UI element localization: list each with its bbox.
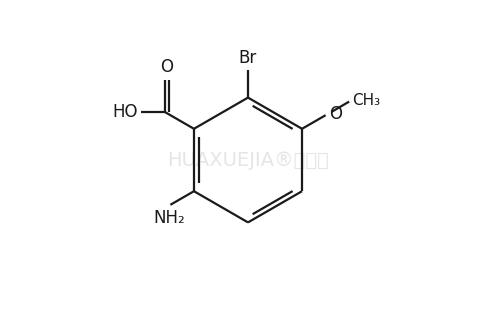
Text: HO: HO	[113, 103, 138, 121]
Text: NH₂: NH₂	[154, 209, 186, 227]
Text: O: O	[329, 105, 342, 123]
Text: Br: Br	[239, 49, 257, 67]
Text: CH₃: CH₃	[352, 93, 380, 108]
Text: O: O	[161, 58, 174, 76]
Text: HUAXUEJIA®化学市: HUAXUEJIA®化学市	[167, 150, 329, 170]
